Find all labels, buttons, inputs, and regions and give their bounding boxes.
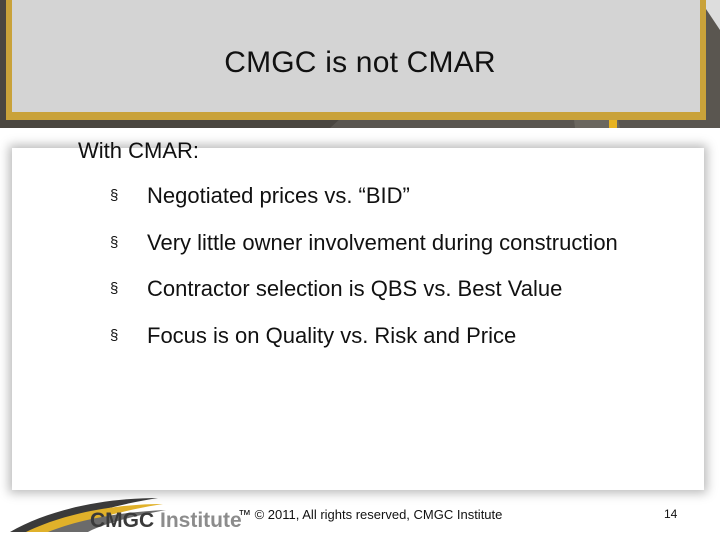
title-box bbox=[6, 0, 706, 120]
logo-cmgc: CMGC bbox=[90, 509, 160, 532]
bullet-text: Focus is on Quality vs. Risk and Price bbox=[147, 322, 517, 348]
copyright-text: ™ © 2011, All rights reserved, CMGC Inst… bbox=[238, 507, 503, 522]
road-swoosh-logo-icon bbox=[10, 498, 166, 532]
bullet-square-icon: § bbox=[110, 280, 119, 297]
bullet-square-icon: § bbox=[110, 187, 119, 204]
bullet-text: Contractor selection is QBS vs. Best Val… bbox=[147, 276, 563, 301]
header-banner bbox=[0, 0, 720, 128]
bullet-text: Negotiated prices vs. “BID” bbox=[147, 183, 410, 208]
bullet-text: Very little owner involvement during con… bbox=[147, 229, 618, 255]
logo-institute: Institute bbox=[160, 509, 242, 532]
lead-text: With CMAR: bbox=[78, 138, 199, 163]
content-panel bbox=[12, 148, 704, 490]
logo-wordmark: CMGC Institute bbox=[90, 509, 242, 533]
slide-title: CMGC is not CMAR bbox=[224, 46, 496, 79]
page-number: 14 bbox=[664, 507, 678, 521]
bullet-square-icon: § bbox=[110, 233, 119, 251]
bullet-square-icon: § bbox=[110, 326, 119, 344]
